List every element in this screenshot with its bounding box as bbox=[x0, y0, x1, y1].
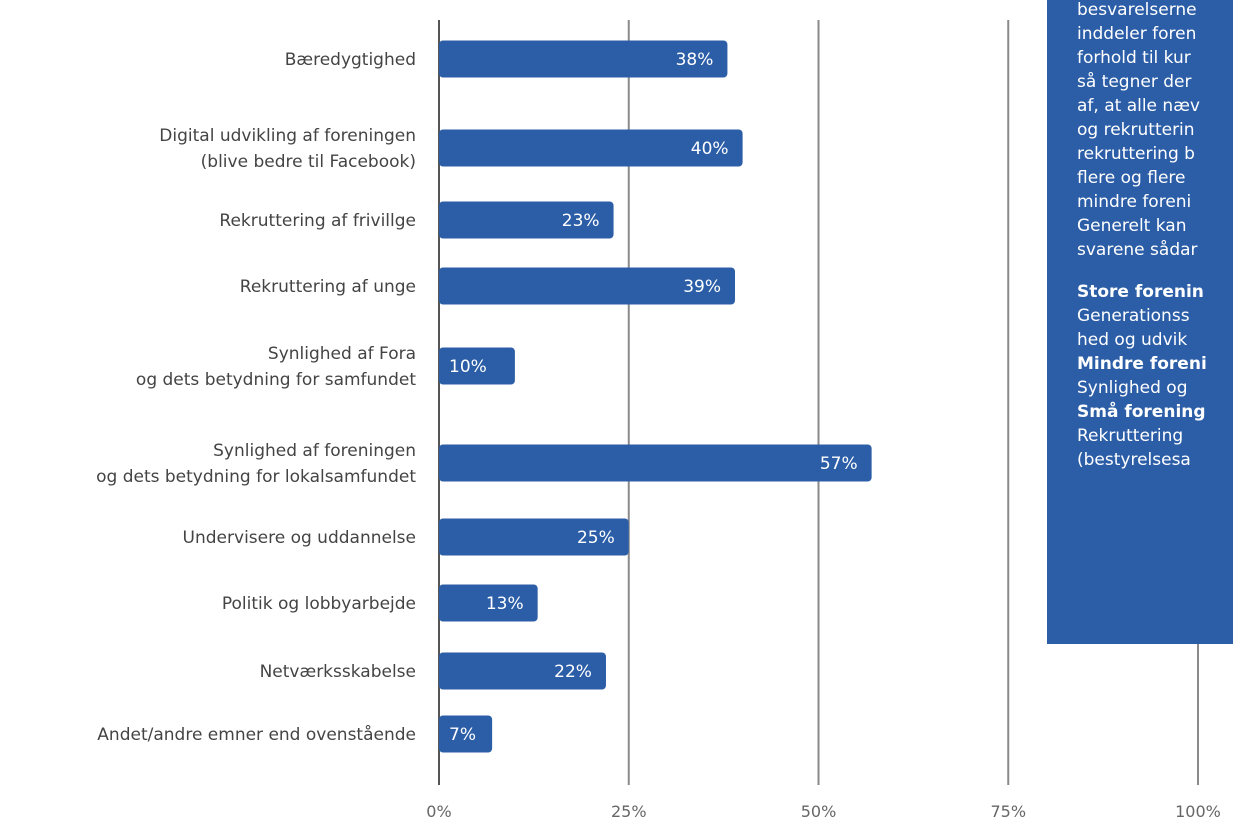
info-box-line: inddeler foren bbox=[1077, 24, 1197, 44]
info-box-line: hed og udvik bbox=[1077, 330, 1188, 350]
category-label: Rekruttering af unge bbox=[240, 277, 416, 297]
info-box-line: Generationss bbox=[1077, 306, 1190, 326]
info-box-line bbox=[1077, 262, 1233, 280]
info-box-line: Synlighed og bbox=[1077, 378, 1188, 398]
category-label: (blive bedre til Facebook) bbox=[201, 152, 416, 172]
value-label: 25% bbox=[577, 528, 615, 548]
value-label: 23% bbox=[562, 211, 600, 231]
bar bbox=[439, 652, 606, 690]
x-tick-label: 0% bbox=[426, 802, 451, 821]
value-label: 13% bbox=[486, 594, 524, 614]
info-box-line: Små forening bbox=[1077, 402, 1206, 422]
x-tick-label: 25% bbox=[611, 802, 647, 821]
value-label: 7% bbox=[449, 725, 476, 745]
x-tick-label: 100% bbox=[1175, 802, 1221, 821]
x-tick-label: 75% bbox=[990, 802, 1026, 821]
bar bbox=[439, 267, 736, 305]
x-axis-ticks: 0% 25% 50% 75% 100% bbox=[426, 802, 1221, 821]
value-label: 38% bbox=[676, 50, 714, 70]
info-box-line: af, at alle næv bbox=[1077, 96, 1200, 116]
info-box-line: så tegner der bbox=[1077, 72, 1192, 92]
category-label: Rekruttering af frivillge bbox=[219, 211, 416, 231]
info-box-line: forhold til kur bbox=[1077, 48, 1191, 68]
category-label: Synlighed af Fora bbox=[268, 344, 416, 364]
category-label: Undervisere og uddannelse bbox=[183, 528, 416, 548]
bars: 38% 40% 23% 39% 10% 57% 25% 13% 22% 7% bbox=[439, 40, 872, 753]
info-box-line: rekruttering b bbox=[1077, 144, 1195, 164]
value-label: 40% bbox=[691, 139, 729, 159]
category-label: og dets betydning for lokalsamfundet bbox=[96, 467, 416, 487]
category-label: Bæredygtighed bbox=[285, 50, 416, 70]
bar bbox=[439, 584, 538, 622]
bar bbox=[439, 518, 629, 556]
bar bbox=[439, 715, 493, 753]
bar bbox=[439, 129, 743, 167]
category-label: Politik og lobbyarbejde bbox=[222, 594, 416, 614]
category-label: og dets betydning for samfundet bbox=[136, 370, 416, 390]
info-box-line: Mindre foreni bbox=[1077, 354, 1207, 374]
value-label: 10% bbox=[449, 357, 487, 377]
info-box-line: flere og flere bbox=[1077, 168, 1186, 188]
info-box-line: Store forenin bbox=[1077, 282, 1204, 302]
info-box: besvarelserne inddeler foren forhold til k… bbox=[1047, 0, 1233, 644]
value-label: 22% bbox=[554, 662, 592, 682]
bar bbox=[439, 201, 614, 239]
value-label: 57% bbox=[820, 454, 858, 474]
category-label: Andet/andre emner end ovenstående bbox=[97, 724, 416, 745]
info-box-line: svarene sådar bbox=[1077, 240, 1198, 260]
info-box-line: og rekrutterin bbox=[1077, 120, 1195, 140]
info-box-line: (bestyrelsesa bbox=[1077, 450, 1191, 470]
info-box-line: Rekruttering bbox=[1077, 426, 1184, 446]
bar bbox=[439, 40, 728, 78]
info-box-line: Generelt kan bbox=[1077, 216, 1187, 236]
info-box-line: mindre foreni bbox=[1077, 192, 1192, 212]
category-labels: Bæredygtighed Digital udvikling af foreni… bbox=[96, 50, 416, 745]
category-label: Netværksskabelse bbox=[260, 662, 416, 682]
value-label: 39% bbox=[683, 277, 721, 297]
info-box-line: besvarelserne bbox=[1077, 0, 1197, 20]
bar bbox=[439, 347, 515, 385]
category-label: Synlighed af foreningen bbox=[213, 441, 416, 461]
bar bbox=[439, 444, 872, 482]
x-tick-label: 50% bbox=[801, 802, 837, 821]
category-label: Digital udvikling af foreningen bbox=[159, 126, 416, 146]
